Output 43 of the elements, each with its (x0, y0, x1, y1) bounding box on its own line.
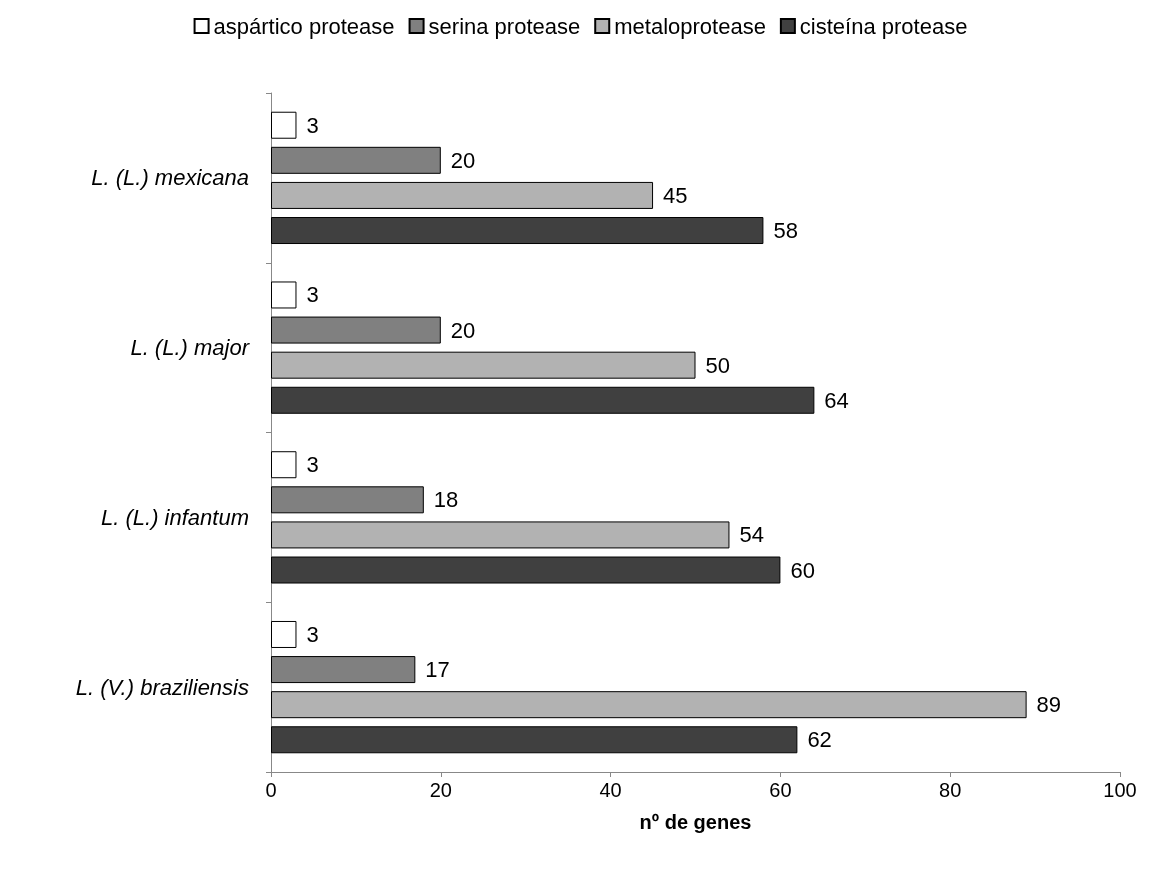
data-label: 45 (663, 182, 688, 208)
x-axis-title: nº de genes (639, 811, 752, 833)
data-label: 20 (450, 147, 476, 173)
data-label: 64 (824, 387, 849, 413)
data-label: 60 (790, 557, 815, 583)
y-tick-label: L. (L.) major (130, 335, 251, 361)
data-label: 3 (306, 282, 319, 308)
bar (271, 521, 730, 549)
bar (271, 726, 798, 754)
legend-label: cisteína protease (799, 13, 968, 39)
bar (271, 451, 297, 479)
bar (271, 281, 297, 309)
data-label: 50 (705, 352, 730, 378)
legend-label: serina protease (428, 13, 581, 39)
y-tick-label: L. (L.) infantum (101, 504, 249, 530)
bar (271, 217, 764, 245)
data-label: 54 (739, 522, 764, 548)
data-label: 58 (773, 218, 798, 244)
bar (271, 691, 1027, 719)
bar (271, 351, 696, 379)
legend-label: metaloprotease (614, 13, 766, 39)
x-tick-label: 60 (769, 779, 792, 801)
data-label: 17 (425, 657, 450, 683)
bar (271, 386, 815, 414)
data-label: 89 (1036, 692, 1062, 718)
bar (271, 620, 297, 648)
y-tick-label: L. (V.) braziliensis (75, 674, 249, 700)
y-tick-label: L. (L.) mexicana (91, 165, 249, 191)
data-label: 3 (306, 112, 319, 138)
bar (271, 556, 781, 584)
bar (271, 111, 297, 139)
data-label: 3 (306, 621, 319, 647)
x-tick-label: 40 (599, 779, 622, 801)
bar (271, 181, 654, 209)
x-tick-label: 20 (429, 779, 452, 801)
data-label: 62 (807, 727, 832, 753)
legend-label: aspártico protease (213, 13, 395, 39)
x-tick-label: 100 (1103, 779, 1137, 801)
data-label: 20 (450, 317, 476, 343)
data-label: 18 (433, 487, 459, 513)
data-label: 3 (306, 452, 319, 478)
x-tick-label: 80 (939, 779, 962, 801)
x-tick-label: 0 (265, 779, 277, 801)
